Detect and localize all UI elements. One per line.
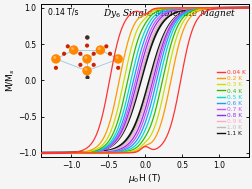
Text: 0.14 T/s: 0.14 T/s xyxy=(47,7,78,16)
Text: Dy$_6$ Single-Molecule Magnet: Dy$_6$ Single-Molecule Magnet xyxy=(103,7,236,20)
X-axis label: $\mu_0$H (T): $\mu_0$H (T) xyxy=(128,172,161,185)
Legend: 0.04 K, 0.2 K, 0.3 K, 0.4 K, 0.5 K, 0.6 K, 0.7 K, 0.8 K, 0.9 K, 1.0 K, 1.1 K: 0.04 K, 0.2 K, 0.3 K, 0.4 K, 0.5 K, 0.6 … xyxy=(214,68,247,139)
Y-axis label: M/M$_s$: M/M$_s$ xyxy=(4,68,17,92)
